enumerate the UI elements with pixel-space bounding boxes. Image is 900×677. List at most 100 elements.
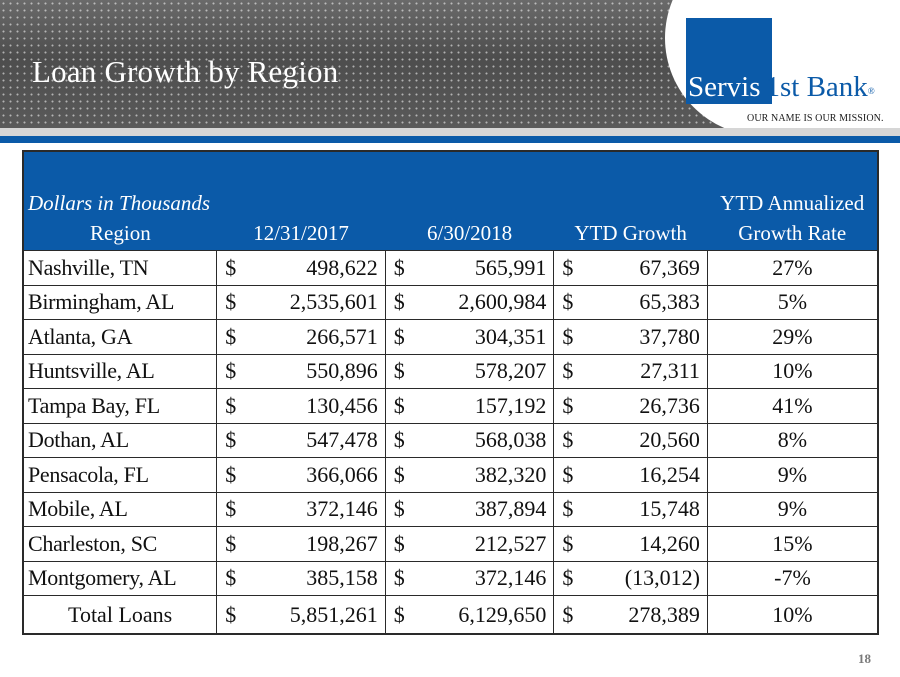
currency-symbol: $ (225, 392, 237, 418)
ytd-growth-cell-value: 67,369 (639, 254, 700, 280)
table-row: Atlanta, GA $266,571 $304,351 $37,780 29% (22, 319, 879, 355)
ytd-growth-cell-value: 65,383 (639, 289, 700, 315)
balance-2018-cell-value: 6,129,650 (458, 601, 547, 627)
ytd-growth-cell-value: 27,311 (640, 358, 700, 384)
currency-symbol: $ (562, 254, 574, 280)
ytd-growth-cell-value: 278,389 (628, 601, 700, 627)
ytd-growth-cell: $ (13,012) (553, 560, 708, 596)
growth-rate-cell: 10% (706, 353, 879, 389)
currency-symbol: $ (225, 289, 237, 315)
balance-2018-cell: $157,192 (384, 388, 555, 424)
table-row: Nashville, TN $498,622 $565,991 $67,369 27% (22, 250, 879, 286)
table-row: Pensacola, FL $366,066 $382,320 $16,254 9% (22, 457, 879, 493)
balance-2018-cell: $212,527 (384, 526, 555, 562)
units-caption: Dollars in Thousands (23, 151, 217, 216)
ytd-growth-cell: $16,254 (553, 457, 708, 493)
balance-2017-cell-value: 2,535,601 (289, 289, 378, 315)
currency-symbol: $ (562, 392, 574, 418)
currency-symbol: $ (225, 530, 237, 556)
header-2017: 12/31/2017 (216, 216, 386, 251)
ytd-growth-cell-value: 26,736 (639, 392, 700, 418)
currency-symbol: $ (562, 427, 574, 453)
currency-symbol: $ (225, 461, 237, 487)
region-cell: Total Loans (22, 595, 218, 635)
balance-2017-cell: $385,158 (216, 560, 386, 596)
balance-2017-cell: $198,267 (216, 526, 386, 562)
currency-symbol: $ (225, 323, 237, 349)
growth-rate-cell: 27% (706, 250, 879, 286)
growth-rate-cell: 15% (706, 526, 879, 562)
balance-2018-cell: $578,207 (384, 353, 555, 389)
currency-symbol: $ (393, 289, 405, 315)
balance-2018-cell: $304,351 (384, 319, 555, 355)
currency-symbol: $ (393, 392, 405, 418)
page-number: 18 (858, 651, 871, 666)
currency-symbol: $ (225, 496, 237, 522)
balance-2017-cell: $547,478 (216, 422, 386, 458)
balance-2017-cell-value: 498,622 (306, 254, 378, 280)
header-ytd-growth: YTD Growth (553, 216, 708, 251)
table-header-row-top: Dollars in Thousands YTD Annualized (23, 151, 878, 216)
currency-symbol: $ (393, 254, 405, 280)
balance-2017-cell-value: 372,146 (306, 496, 378, 522)
balance-2018-cell-value: 565,991 (474, 254, 547, 280)
balance-2018-cell: $372,146 (384, 560, 555, 596)
balance-2017-cell: $550,896 (216, 353, 386, 389)
header-rate-line1: YTD Annualized (707, 151, 878, 216)
ytd-growth-cell: $67,369 (553, 250, 708, 286)
balance-2017-cell: $130,456 (216, 388, 386, 424)
currency-symbol: $ (393, 358, 405, 384)
header-2018: 6/30/2018 (385, 216, 554, 251)
ytd-growth-cell: $14,260 (553, 526, 708, 562)
balance-2017-cell-value: 385,158 (306, 565, 378, 591)
growth-rate-cell: -7% (706, 560, 879, 596)
balance-2017-cell: $372,146 (216, 491, 386, 527)
balance-2018-cell: $2,600,984 (384, 284, 555, 320)
currency-symbol: $ (393, 601, 405, 627)
currency-symbol: $ (562, 601, 574, 627)
growth-rate-cell: 10% (706, 595, 879, 635)
currency-symbol: $ (562, 565, 574, 591)
currency-symbol: $ (225, 427, 237, 453)
region-cell: Pensacola, FL (22, 457, 218, 493)
balance-2018-cell-value: 304,351 (474, 323, 547, 349)
ytd-growth-cell: $27,311 (553, 353, 708, 389)
currency-symbol: $ (393, 496, 405, 522)
table-row: Dothan, AL $547,478 $568,038 $20,560 8% (22, 422, 879, 458)
table-header-row: Region 12/31/2017 6/30/2018 YTD Growth G… (23, 216, 878, 251)
table-row: Montgomery, AL $385,158 $372,146 $ (13,012) -… (22, 560, 879, 596)
currency-symbol: $ (225, 254, 237, 280)
header-region: Region (23, 216, 217, 251)
logo-1st-bank-text: 1st Bank (765, 71, 868, 103)
ytd-growth-cell-value: 16,254 (639, 461, 700, 487)
currency-symbol: $ (225, 358, 237, 384)
ytd-growth-cell: $20,560 (553, 422, 708, 458)
region-cell: Charleston, SC (22, 526, 218, 562)
balance-2018-cell: $568,038 (384, 422, 555, 458)
balance-2018-cell: $387,894 (384, 491, 555, 527)
table-row: Birmingham, AL $2,535,601 $2,600,984 $65,38… (22, 284, 879, 320)
bank-logo: Servis 1st Bank® (686, 71, 875, 104)
growth-rate-cell: 41% (706, 388, 879, 424)
slide-title: Loan Growth by Region (32, 54, 339, 89)
header-rate-line2: Growth Rate (707, 216, 878, 251)
region-cell: Huntsville, AL (22, 353, 218, 389)
region-cell: Dothan, AL (22, 422, 218, 458)
table-row: Tampa Bay, FL $130,456 $157,192 $26,736 41% (22, 388, 879, 424)
balance-2017-cell-value: 130,456 (306, 392, 378, 418)
growth-rate-cell: 8% (706, 422, 879, 458)
balance-2017-cell-value: 266,571 (306, 323, 378, 349)
currency-symbol: $ (393, 323, 405, 349)
currency-symbol: $ (562, 289, 574, 315)
currency-symbol: $ (562, 530, 574, 556)
balance-2018-cell-value: 157,192 (474, 392, 547, 418)
currency-symbol: $ (393, 461, 405, 487)
ytd-growth-cell: $15,748 (553, 491, 708, 527)
region-cell: Tampa Bay, FL (22, 388, 218, 424)
currency-symbol: $ (225, 601, 237, 627)
growth-rate-cell: 9% (706, 491, 879, 527)
region-cell: Atlanta, GA (22, 319, 218, 355)
total-row: Total Loans $5,851,261 $6,129,650 $278,389 1… (22, 595, 879, 635)
ytd-growth-cell-value: (13,012) (624, 565, 700, 591)
balance-2018-cell-value: 2,600,984 (458, 289, 547, 315)
